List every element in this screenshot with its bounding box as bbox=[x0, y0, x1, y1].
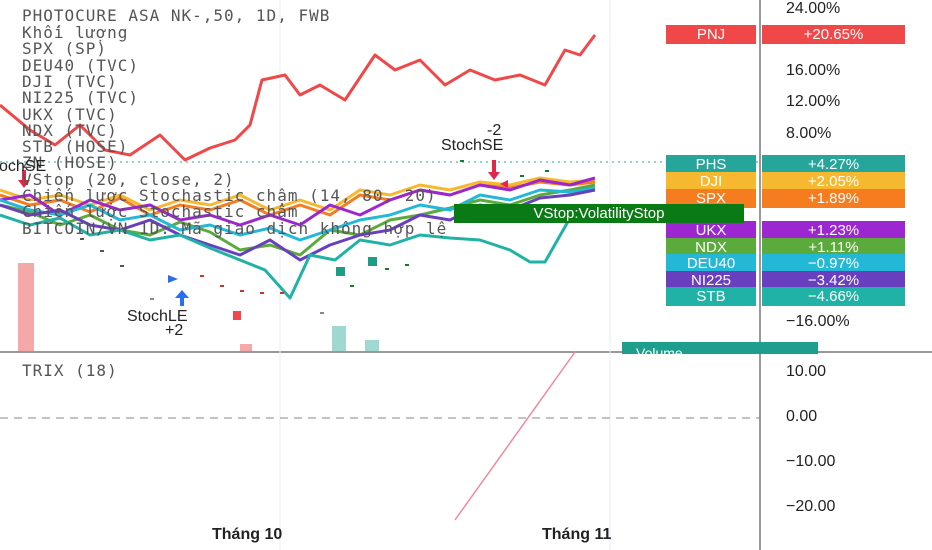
vstop-dot bbox=[545, 170, 549, 172]
legend-entry: NDX (TVC) bbox=[22, 120, 118, 140]
legend-entry: Chiến lược Stochastic chậm bbox=[22, 202, 299, 222]
volume-badge: Volume bbox=[622, 342, 818, 354]
series-value-badge: +4.27% bbox=[762, 155, 905, 174]
trix-tick-label: 0.00 bbox=[786, 408, 818, 425]
short-flag bbox=[500, 180, 508, 188]
legend-entry: ZN (HOSE) bbox=[22, 153, 118, 173]
trix-tick-label: −20.00 bbox=[786, 498, 836, 515]
series-value-badge: −3.42% bbox=[762, 271, 905, 290]
vstop-marker bbox=[368, 257, 377, 266]
series-name-badge: UKX bbox=[666, 221, 756, 240]
vstop-dot bbox=[280, 292, 284, 294]
series-line-pnj bbox=[0, 34, 597, 162]
long-arrow bbox=[175, 290, 189, 298]
vstop-dot bbox=[100, 250, 104, 252]
trix-tick-label: −10.00 bbox=[786, 453, 836, 470]
legend-entry: VStop (20, close, 2) bbox=[22, 169, 235, 189]
series-name-badge: STB bbox=[666, 287, 756, 306]
volume-bars bbox=[18, 263, 379, 351]
legend-entry: BITCOIN/VN 1D: Mã giao dịch không hợp lệ bbox=[22, 218, 448, 238]
y-tick-label: 16.00% bbox=[786, 62, 841, 79]
series-name-badge: DEU40 bbox=[666, 254, 756, 273]
vstop-dot bbox=[260, 292, 264, 294]
volume-bar bbox=[365, 340, 379, 351]
trix-line bbox=[454, 351, 576, 521]
vstop-marker bbox=[336, 267, 345, 276]
vstop-dot bbox=[150, 298, 154, 300]
series-line-deu40 bbox=[0, 186, 596, 242]
legend-entry: UKX (TVC) bbox=[22, 104, 118, 124]
legend-entry: DEU40 (TVC) bbox=[22, 55, 139, 75]
stoch-short-left-label: ochSE bbox=[0, 158, 47, 175]
series-line-ukx bbox=[0, 176, 596, 227]
stoch-long-label: StochLE bbox=[127, 308, 188, 325]
volume-bar bbox=[18, 263, 34, 351]
vstop-dot bbox=[240, 290, 244, 292]
y-tick-label: 12.00% bbox=[786, 93, 841, 110]
series-value-badge: −4.66% bbox=[762, 287, 905, 306]
y-tick-label: 8.00% bbox=[786, 125, 832, 142]
short-arrow-stem bbox=[492, 160, 496, 172]
vstop-dot bbox=[80, 238, 84, 240]
vstop-dot bbox=[350, 285, 354, 287]
long-flag bbox=[168, 275, 178, 283]
series-value-badge: +1.23% bbox=[762, 221, 905, 240]
series-name-badge: PNJ bbox=[666, 25, 756, 44]
short-arrow-left bbox=[18, 180, 30, 188]
short-arrow bbox=[488, 172, 500, 180]
vstop-dot bbox=[460, 160, 464, 162]
legend-entry: Chiến lược Stochastic chậm (14, 80, 20) bbox=[22, 186, 437, 205]
stoch-short-qty: -2 bbox=[487, 122, 502, 139]
x-label-nov: Tháng 11 bbox=[542, 526, 612, 543]
legend-entry: STB (HOSE) bbox=[22, 137, 129, 157]
volume-bar bbox=[332, 326, 346, 351]
series-line-ndx bbox=[0, 183, 596, 257]
series-value-badge: +20.65% bbox=[762, 25, 905, 44]
vstop-dot bbox=[200, 275, 204, 277]
series-name-badge: DJI bbox=[666, 172, 756, 191]
series-name-badge: SPX bbox=[666, 189, 756, 208]
x-label-oct: Tháng 10 bbox=[212, 526, 283, 543]
stoch-short-label: StochSE bbox=[441, 137, 504, 154]
vstop-dot bbox=[385, 268, 389, 270]
volume-bar bbox=[240, 344, 252, 351]
legend-entry: DJI (TVC) bbox=[22, 71, 118, 91]
y-tick-label: 24.00% bbox=[786, 0, 841, 17]
vstop-dot bbox=[405, 264, 409, 266]
series-name-badge: NI225 bbox=[666, 271, 756, 290]
legend-entry: NI225 (TVC) bbox=[22, 88, 139, 108]
vstop-dot bbox=[320, 312, 324, 314]
vstop-badge: VStop:VolatilityStop bbox=[454, 204, 744, 223]
series-value-badge: +1.89% bbox=[762, 189, 905, 208]
legend-entry: Khối lượng bbox=[22, 23, 129, 42]
legend-entry: SPX (SP) bbox=[22, 39, 108, 59]
series-line-stb bbox=[0, 203, 596, 300]
trix-tick-label: 10.00 bbox=[786, 363, 827, 380]
short-arrow-left-stem bbox=[22, 170, 26, 180]
series-value-badge: +2.05% bbox=[762, 172, 905, 191]
chart-title: PHOTOCURE ASA NK-,50, 1D, FWB bbox=[22, 6, 331, 25]
vstop-marker bbox=[233, 311, 241, 320]
series-value-badge: −0.97% bbox=[762, 254, 905, 273]
trix-panel bbox=[454, 351, 576, 521]
series-name-badge: NDX bbox=[666, 238, 756, 257]
vstop-dot bbox=[520, 175, 524, 177]
vstop-dot bbox=[120, 265, 124, 267]
vstop-dot bbox=[220, 285, 224, 287]
series-value-badge: +1.11% bbox=[762, 238, 905, 257]
long-arrow-stem bbox=[180, 298, 184, 306]
series-name-badge: PHS bbox=[666, 155, 756, 174]
y-tick-label: −16.00% bbox=[786, 313, 850, 330]
stoch-long-qty: +2 bbox=[165, 322, 184, 339]
trix-label: TRIX (18) bbox=[22, 361, 118, 380]
